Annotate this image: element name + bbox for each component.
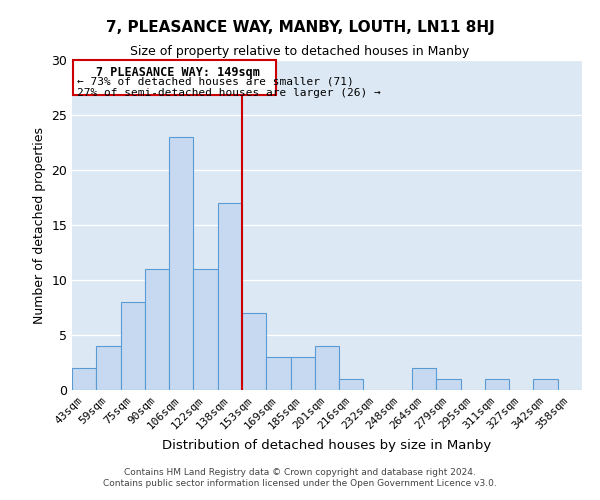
Bar	[485, 379, 509, 390]
Text: Contains HM Land Registry data © Crown copyright and database right 2024.
Contai: Contains HM Land Registry data © Crown c…	[103, 468, 497, 487]
Bar	[193, 269, 218, 390]
Bar	[96, 346, 121, 390]
Bar	[169, 137, 193, 390]
Bar	[121, 302, 145, 390]
Bar	[73, 60, 276, 95]
X-axis label: Distribution of detached houses by size in Manby: Distribution of detached houses by size …	[163, 439, 491, 452]
Text: Size of property relative to detached houses in Manby: Size of property relative to detached ho…	[130, 45, 470, 58]
Bar	[533, 379, 558, 390]
Text: 7 PLEASANCE WAY: 149sqm: 7 PLEASANCE WAY: 149sqm	[97, 66, 260, 79]
Bar	[339, 379, 364, 390]
Bar	[266, 357, 290, 390]
Bar	[436, 379, 461, 390]
Bar	[242, 313, 266, 390]
Bar	[290, 357, 315, 390]
Text: ← 73% of detached houses are smaller (71): ← 73% of detached houses are smaller (71…	[77, 76, 353, 86]
Bar	[218, 203, 242, 390]
Bar	[412, 368, 436, 390]
Bar	[72, 368, 96, 390]
Text: 7, PLEASANCE WAY, MANBY, LOUTH, LN11 8HJ: 7, PLEASANCE WAY, MANBY, LOUTH, LN11 8HJ	[106, 20, 494, 35]
Y-axis label: Number of detached properties: Number of detached properties	[33, 126, 46, 324]
Bar	[145, 269, 169, 390]
Bar	[315, 346, 339, 390]
Text: 27% of semi-detached houses are larger (26) →: 27% of semi-detached houses are larger (…	[77, 88, 380, 98]
